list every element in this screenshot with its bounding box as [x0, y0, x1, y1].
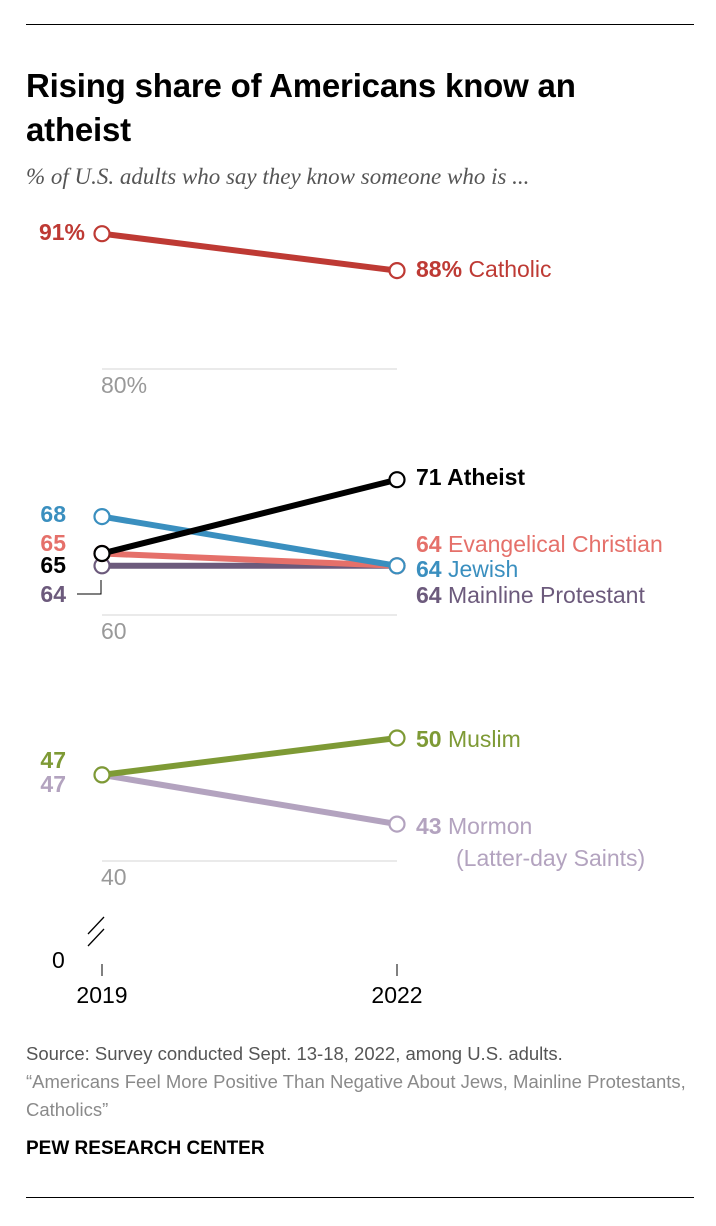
series-line: [101, 513, 398, 569]
y-tick-label: 40: [101, 864, 127, 890]
series-line: [101, 230, 398, 274]
data-label: 47: [40, 771, 66, 797]
series-label: 43 Mormon: [416, 813, 532, 839]
series-label: 50 Muslim: [416, 726, 521, 752]
series-line: [101, 476, 398, 557]
series-name: Muslim: [448, 726, 521, 752]
data-point: [388, 729, 406, 747]
data-label: 88%: [416, 256, 468, 282]
data-label: 64: [416, 531, 448, 557]
report-title: “Americans Feel More Positive Than Negat…: [26, 1071, 686, 1120]
series-name: Atheist: [447, 464, 525, 490]
pew-credit: PEW RESEARCH CENTER: [26, 1138, 265, 1159]
leader-line: [77, 580, 102, 595]
data-point: [93, 225, 111, 243]
line-chart: 80% 60 40 0 2019 2022 91% 88% Catholic 65 71 Athe…: [39, 219, 663, 1008]
source-text: Source: Survey conducted Sept. 13-18, 20…: [26, 1043, 563, 1064]
data-point: [388, 557, 406, 575]
bottom-rule: [26, 1197, 694, 1198]
x-tick-label: 2019: [76, 982, 127, 1008]
y-tick-label: 80%: [101, 372, 147, 398]
data-point: [388, 471, 406, 489]
y-tick-label: 0: [52, 947, 65, 973]
series-label: 64 Mainline Protestant: [416, 582, 645, 608]
series-label: 71 Atheist: [416, 464, 525, 490]
x-tick-label: 2022: [371, 982, 422, 1008]
source-note: Source: Survey conducted Sept. 13-18, 20…: [26, 1040, 686, 1124]
chart-subtitle: % of U.S. adults who say they know someo…: [26, 164, 530, 189]
data-label: 50: [416, 726, 448, 752]
series-name: Mormon: [448, 813, 532, 839]
axis-break: [87, 928, 105, 947]
data-point: [93, 766, 111, 784]
y-tick-label: 60: [101, 618, 127, 644]
axis-break: [87, 916, 105, 935]
series-label: 64 Jewish: [416, 556, 518, 582]
data-label: 64: [416, 556, 448, 582]
series-name: (Latter-day Saints): [456, 845, 645, 871]
data-point: [93, 507, 111, 526]
data-point: [93, 544, 111, 563]
top-rule: [26, 24, 694, 25]
series-name: Mainline Protestant: [448, 582, 645, 608]
data-point: [388, 262, 406, 280]
series-label: 88% Catholic: [416, 256, 552, 282]
series-line: [101, 735, 398, 778]
series-name: Evangelical Christian: [448, 531, 663, 557]
data-label: 64: [40, 581, 66, 607]
chart-title: Rising share of Americans know an atheis…: [26, 67, 576, 148]
data-label: 43: [416, 813, 448, 839]
series-name: Catholic: [468, 256, 551, 282]
series-name: Jewish: [448, 556, 518, 582]
series-line: [101, 550, 398, 569]
series-label: 64 Evangelical Christian: [416, 531, 663, 557]
data-label: 64: [416, 582, 448, 608]
data-label: 71: [416, 464, 447, 490]
data-label: 47: [40, 747, 66, 773]
data-label: 68: [40, 501, 66, 527]
data-label: 65: [40, 530, 66, 556]
data-point: [388, 815, 406, 833]
data-label: 91%: [39, 219, 85, 245]
data-label: 65: [40, 552, 66, 578]
series-line: [101, 771, 398, 828]
